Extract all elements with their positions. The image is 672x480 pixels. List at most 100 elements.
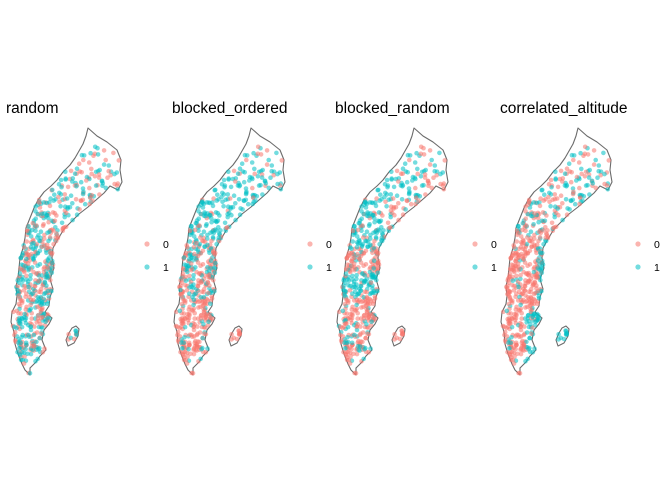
point-class-1	[50, 260, 55, 266]
point-class-1	[525, 356, 530, 362]
point-class-1	[216, 235, 222, 241]
point-class-1	[57, 190, 62, 196]
point-class-1	[215, 192, 220, 197]
point-class-1	[368, 211, 373, 216]
point-class-0	[38, 289, 43, 295]
point-class-1	[244, 153, 250, 158]
point-class-0	[507, 271, 513, 277]
point-class-1	[375, 270, 381, 276]
point-class-1	[533, 319, 538, 325]
point-class-0	[549, 220, 555, 226]
point-class-1	[18, 255, 24, 260]
point-class-0	[591, 148, 597, 153]
point-class-1	[382, 181, 388, 187]
point-class-1	[539, 265, 544, 270]
point-class-1	[269, 163, 275, 168]
point-class-0	[20, 298, 25, 304]
point-class-0	[66, 332, 71, 337]
point-class-0	[57, 199, 62, 205]
point-class-1	[187, 256, 192, 262]
point-class-1	[28, 324, 34, 329]
point-class-0	[374, 250, 379, 255]
point-class-1	[535, 315, 541, 321]
point-class-1	[567, 207, 572, 212]
point-class-0	[175, 332, 180, 338]
point-class-1	[352, 224, 357, 229]
point-class-1	[81, 153, 87, 158]
point-class-0	[371, 301, 376, 307]
point-class-0	[175, 338, 181, 343]
point-class-0	[112, 181, 117, 187]
point-class-0	[179, 301, 185, 307]
point-class-0	[529, 300, 535, 306]
point-class-0	[188, 261, 194, 266]
point-class-1	[25, 351, 30, 357]
point-class-1	[548, 204, 553, 209]
point-class-1	[256, 169, 262, 175]
point-class-1	[88, 150, 93, 156]
point-class-0	[347, 288, 353, 293]
point-class-0	[525, 263, 530, 269]
point-class-1	[596, 163, 602, 168]
point-class-0	[365, 273, 371, 278]
point-class-1	[212, 270, 218, 276]
point-class-1	[359, 204, 364, 209]
point-class-0	[34, 223, 39, 228]
point-class-0	[355, 227, 361, 233]
point-class-0	[178, 349, 183, 355]
point-class-0	[79, 170, 84, 175]
point-class-1	[28, 272, 33, 278]
point-class-0	[189, 332, 194, 338]
point-class-1	[380, 231, 385, 236]
point-class-1	[266, 185, 272, 191]
point-class-1	[378, 218, 384, 224]
point-class-0	[344, 255, 350, 260]
points-layer	[10, 144, 122, 376]
point-class-1	[45, 315, 51, 321]
point-class-1	[212, 265, 217, 270]
point-class-1	[432, 168, 437, 174]
point-class-1	[219, 181, 225, 187]
point-class-0	[24, 291, 29, 297]
point-class-1	[530, 350, 536, 355]
point-class-0	[350, 256, 355, 262]
point-class-1	[196, 216, 201, 221]
point-class-0	[518, 351, 524, 357]
point-class-0	[512, 245, 517, 250]
point-class-1	[198, 356, 203, 362]
point-class-1	[367, 222, 372, 227]
point-class-1	[236, 197, 242, 202]
point-class-0	[97, 192, 102, 197]
point-class-0	[364, 289, 369, 295]
point-class-0	[258, 152, 264, 157]
legend-key-0	[472, 241, 478, 247]
point-class-1	[389, 169, 394, 175]
point-class-1	[530, 314, 535, 320]
point-class-1	[19, 324, 25, 330]
point-class-1	[31, 240, 36, 246]
point-class-0	[525, 278, 531, 284]
point-class-1	[418, 174, 424, 179]
point-class-0	[234, 336, 240, 342]
point-class-1	[43, 274, 48, 280]
point-class-0	[523, 209, 528, 214]
point-class-1	[383, 190, 388, 196]
point-class-1	[58, 177, 64, 183]
point-class-0	[63, 210, 69, 216]
point-class-0	[233, 179, 238, 184]
point-class-0	[184, 288, 190, 293]
point-class-1	[103, 185, 109, 191]
point-class-0	[181, 353, 186, 358]
point-class-1	[547, 190, 552, 196]
point-class-0	[16, 293, 22, 298]
point-class-1	[196, 204, 201, 209]
point-class-1	[508, 340, 513, 346]
point-class-0	[30, 220, 36, 226]
point-class-1	[64, 196, 70, 201]
point-class-1	[18, 321, 23, 326]
point-class-0	[506, 301, 512, 307]
point-class-0	[32, 260, 38, 265]
point-class-0	[606, 158, 612, 163]
legend: 01	[635, 239, 660, 274]
